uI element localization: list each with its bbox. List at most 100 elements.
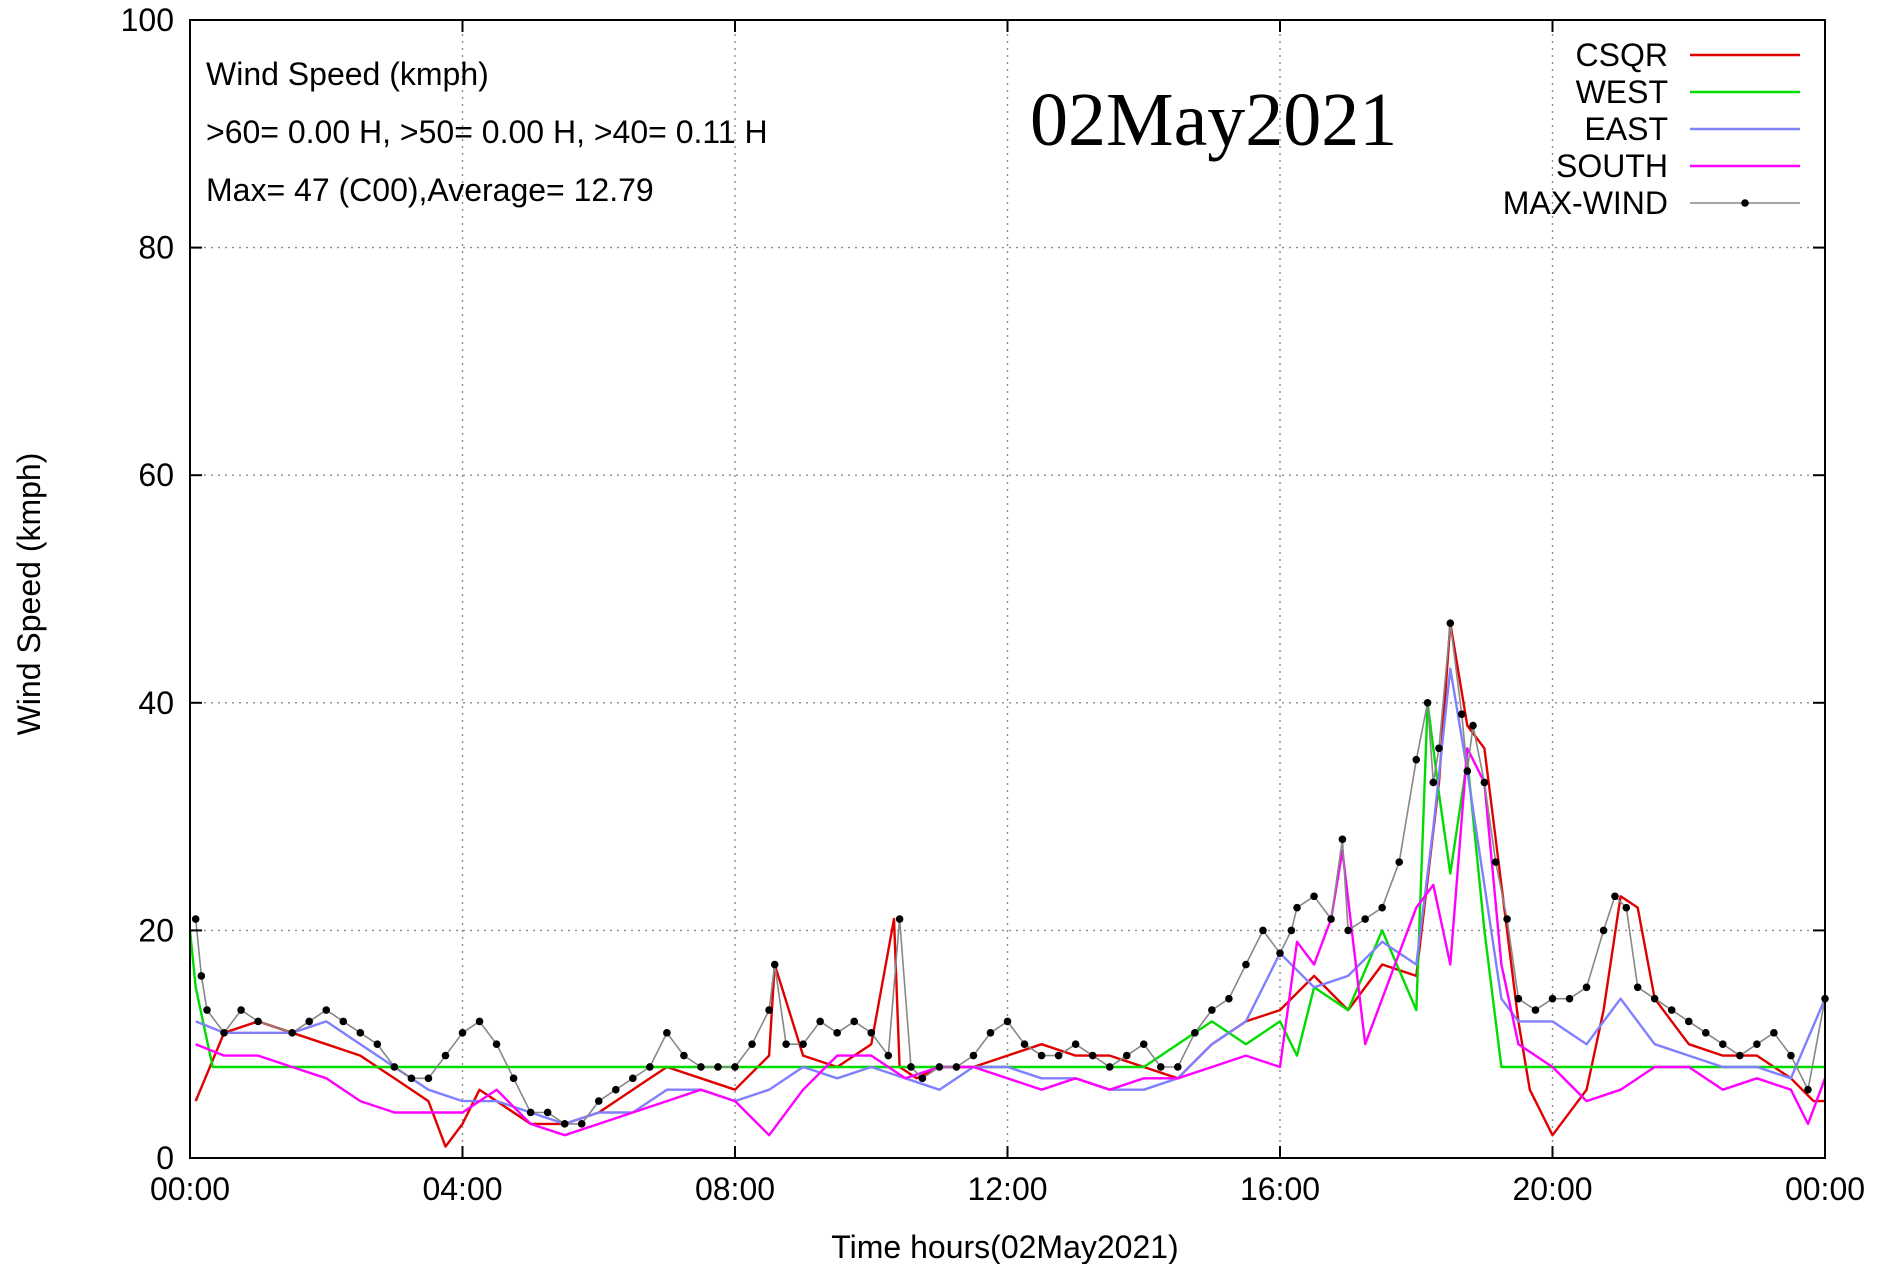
max-wind-point	[1037, 1051, 1046, 1060]
max-wind-point	[1003, 1017, 1012, 1026]
max-wind-point	[1276, 949, 1284, 957]
max-wind-point	[1338, 835, 1347, 844]
max-wind-point	[1469, 721, 1477, 730]
max-wind-point	[867, 1029, 876, 1037]
max-wind-point	[1622, 903, 1631, 912]
max-wind-point	[782, 1040, 790, 1048]
max-wind-point	[1701, 1029, 1710, 1037]
max-wind-point	[322, 1006, 331, 1014]
max-wind-point	[220, 1029, 228, 1037]
max-wind-point	[1457, 710, 1466, 718]
date-stamp: 02May2021	[1030, 78, 1397, 162]
y-tick-label: 100	[121, 2, 174, 38]
max-wind-point	[1156, 1063, 1165, 1071]
max-wind-point	[1412, 755, 1421, 764]
max-wind-point	[799, 1040, 807, 1048]
max-wind-point	[1259, 926, 1267, 935]
axis-ticks: 00:00 04:00 08:00 12:00 16:00 20:00 00:0002040…	[121, 2, 1865, 1207]
max-wind-point	[833, 1029, 841, 1037]
max-wind-point	[748, 1040, 756, 1048]
max-wind-point	[1429, 778, 1438, 787]
max-wind-point	[1491, 858, 1500, 866]
max-wind-point	[1633, 983, 1642, 992]
max-wind-point	[1582, 983, 1591, 992]
max-wind-point	[1514, 994, 1523, 1003]
max-wind-point	[1139, 1040, 1148, 1048]
legend-label: MAX-WIND	[1503, 185, 1668, 221]
max-wind-point	[986, 1029, 995, 1037]
legend-marker	[1741, 199, 1749, 207]
max-wind-point	[441, 1051, 450, 1060]
max-wind-point	[918, 1074, 927, 1083]
y-tick-label: 60	[138, 457, 174, 493]
max-wind-point	[197, 972, 206, 980]
max-wind-point	[1327, 915, 1335, 923]
max-wind-point	[1531, 1006, 1540, 1014]
y-tick-label: 20	[138, 912, 174, 948]
series-line-csqr	[194, 621, 1825, 1148]
max-wind-point	[1293, 903, 1301, 912]
max-wind-point	[1310, 892, 1318, 901]
max-wind-point	[1225, 994, 1233, 1003]
max-wind-point	[594, 1097, 603, 1105]
max-wind-point	[714, 1063, 722, 1071]
max-wind-point	[305, 1017, 314, 1026]
max-wind-point	[373, 1040, 382, 1048]
max-wind-point	[492, 1040, 501, 1048]
max-wind-point	[1770, 1029, 1778, 1037]
max-wind-point	[1378, 903, 1386, 912]
max-wind-point	[560, 1120, 569, 1128]
max-wind-point	[1071, 1040, 1080, 1048]
max-wind-point	[697, 1063, 705, 1071]
x-tick-label: 00:00	[1785, 1171, 1865, 1207]
max-wind-point	[680, 1051, 688, 1060]
max-wind-point	[509, 1074, 518, 1083]
series-line-south	[195, 747, 1827, 1137]
max-wind-point	[1804, 1085, 1812, 1094]
y-tick-label: 0	[156, 1140, 174, 1176]
legend-label: SOUTH	[1556, 148, 1668, 184]
x-tick-label: 08:00	[695, 1171, 775, 1207]
x-tick-label: 12:00	[967, 1171, 1047, 1207]
max-wind-point	[407, 1074, 416, 1083]
legend-label: WEST	[1576, 74, 1668, 110]
max-wind-point	[935, 1063, 944, 1071]
max-wind-point	[850, 1017, 859, 1026]
max-wind-point	[1088, 1051, 1097, 1060]
x-tick-label: 00:00	[150, 1171, 230, 1207]
max-wind-point	[895, 915, 904, 923]
max-wind-point	[1344, 926, 1352, 935]
max-wind-point	[1719, 1040, 1727, 1048]
legend-label: CSQR	[1576, 37, 1668, 73]
max-wind-point	[1565, 994, 1574, 1003]
max-wind-point	[1435, 744, 1443, 753]
series-line-west	[188, 701, 1825, 1069]
legend-label: EAST	[1584, 111, 1668, 147]
max-wind-point	[1753, 1040, 1761, 1048]
max-wind-point	[203, 1006, 211, 1014]
max-wind-point	[1361, 915, 1369, 923]
max-wind-point	[884, 1051, 893, 1060]
max-wind-point	[646, 1063, 654, 1071]
max-wind-point	[663, 1029, 671, 1037]
max-wind-point	[458, 1029, 467, 1037]
max-wind-point	[339, 1017, 348, 1026]
x-tick-label: 20:00	[1512, 1171, 1592, 1207]
annotation-max-average: Max= 47 (C00),Average= 12.79	[206, 172, 654, 208]
max-wind-point	[1463, 767, 1472, 775]
max-wind-point	[1191, 1029, 1199, 1037]
max-wind-point	[1548, 994, 1557, 1003]
max-wind-point	[191, 915, 200, 923]
max-wind-point	[1020, 1040, 1029, 1048]
y-axis-label: Wind Speed (kmph)	[11, 453, 47, 736]
max-wind-point	[1503, 915, 1511, 923]
max-wind-point	[1208, 1006, 1216, 1014]
grid-lines	[190, 20, 1825, 1158]
max-wind-point	[907, 1063, 915, 1071]
max-wind-point	[1105, 1063, 1114, 1071]
max-wind-point	[390, 1063, 399, 1071]
max-wind-point	[1480, 778, 1489, 787]
max-wind-point	[1787, 1051, 1795, 1060]
